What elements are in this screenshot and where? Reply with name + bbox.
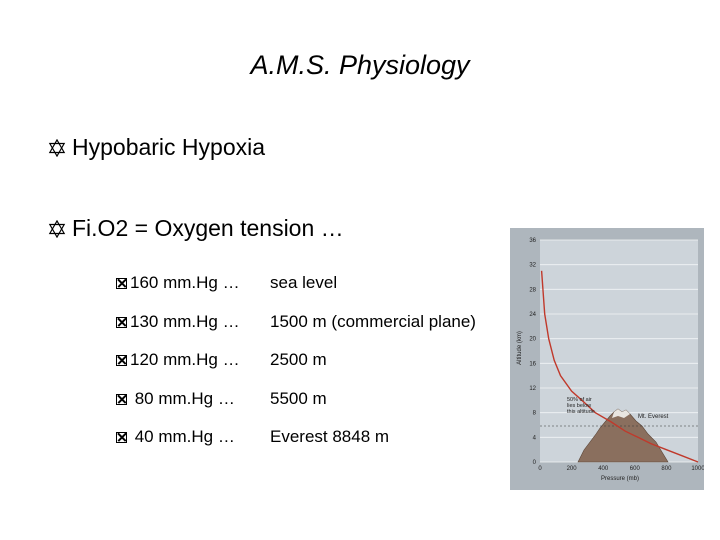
star-bullet-icon [48,219,66,238]
list-item: 160 mm.Hg … sea level [116,273,337,293]
altitude-value: 5500 m [270,389,327,408]
y-tick-label: 8 [533,411,537,417]
annotation-line: lies below [567,403,591,409]
y-axis-label: Altitude (km) [517,331,523,365]
checkbox-x-icon [116,393,127,405]
x-tick-label: 600 [630,466,641,472]
checkbox-x-icon [116,431,127,443]
y-tick-label: 28 [529,287,536,293]
x-axis-label: Pressure (mb) [601,476,639,482]
list-item: 80 mm.Hg … 5500 m [116,389,327,409]
slide-title: A.M.S. Physiology [250,50,470,80]
x-tick-label: 0 [538,466,542,472]
y-tick-label: 32 [529,263,536,269]
bullet-oxygen-tension: Fi.O2 = Oxygen tension … [48,215,344,242]
y-tick-label: 12 [529,386,536,392]
bullet-hypobaric-hypoxia: Hypobaric Hypoxia [48,134,265,161]
altitude-value: 2500 m [270,350,327,369]
altitude-value: Everest 8848 m [270,427,390,446]
y-tick-label: 0 [533,460,537,466]
x-tick-label: 400 [598,466,609,472]
checkbox-x-icon [116,354,127,366]
y-tick-label: 20 [529,337,536,343]
checkbox-x-icon [116,277,127,289]
list-item: 130 mm.Hg … 1500 m (commercial plane) [116,312,476,332]
mountain-label: Mt. Everest [638,414,669,420]
y-tick-label: 36 [529,238,536,244]
x-tick-label: 800 [661,466,672,472]
checkbox-x-icon [116,316,127,328]
x-tick-labels: 0 200 400 600 800 1000 [538,466,704,472]
series-line [540,270,699,463]
bullet-text: Fi.O2 = Oxygen tension … [72,215,344,241]
altitude-value: 1500 m (commercial plane) [270,312,476,331]
altitude-pressure-chart: 0 4 8 12 16 20 24 28 32 36 0 200 400 600 800 1000 50% … [510,228,704,490]
x-tick-label: 200 [567,466,578,472]
annotation-line: 50% of air [567,397,592,403]
annotation-line: this altitude [567,409,595,415]
bullet-text: Hypobaric Hypoxia [72,134,266,160]
x-tick-label: 1000 [691,466,704,472]
pressure-value: 40 mm.Hg … [130,427,235,446]
list-item: 120 mm.Hg … 2500 m [116,350,327,370]
y-tick-label: 4 [533,435,537,441]
y-tick-labels: 0 4 8 12 16 20 24 28 32 36 [529,238,536,466]
mountain-snow [612,409,630,418]
pressure-value: 160 mm.Hg … [130,273,240,292]
altitude-value: sea level [270,273,338,292]
y-tick-label: 24 [529,312,536,318]
list-item: 40 mm.Hg … Everest 8848 m [116,427,389,447]
pressure-value: 80 mm.Hg … [130,389,235,408]
y-tick-label: 16 [529,361,536,367]
pressure-value: 120 mm.Hg … [130,350,240,369]
star-bullet-icon [48,138,66,157]
pressure-value: 130 mm.Hg … [130,312,240,331]
